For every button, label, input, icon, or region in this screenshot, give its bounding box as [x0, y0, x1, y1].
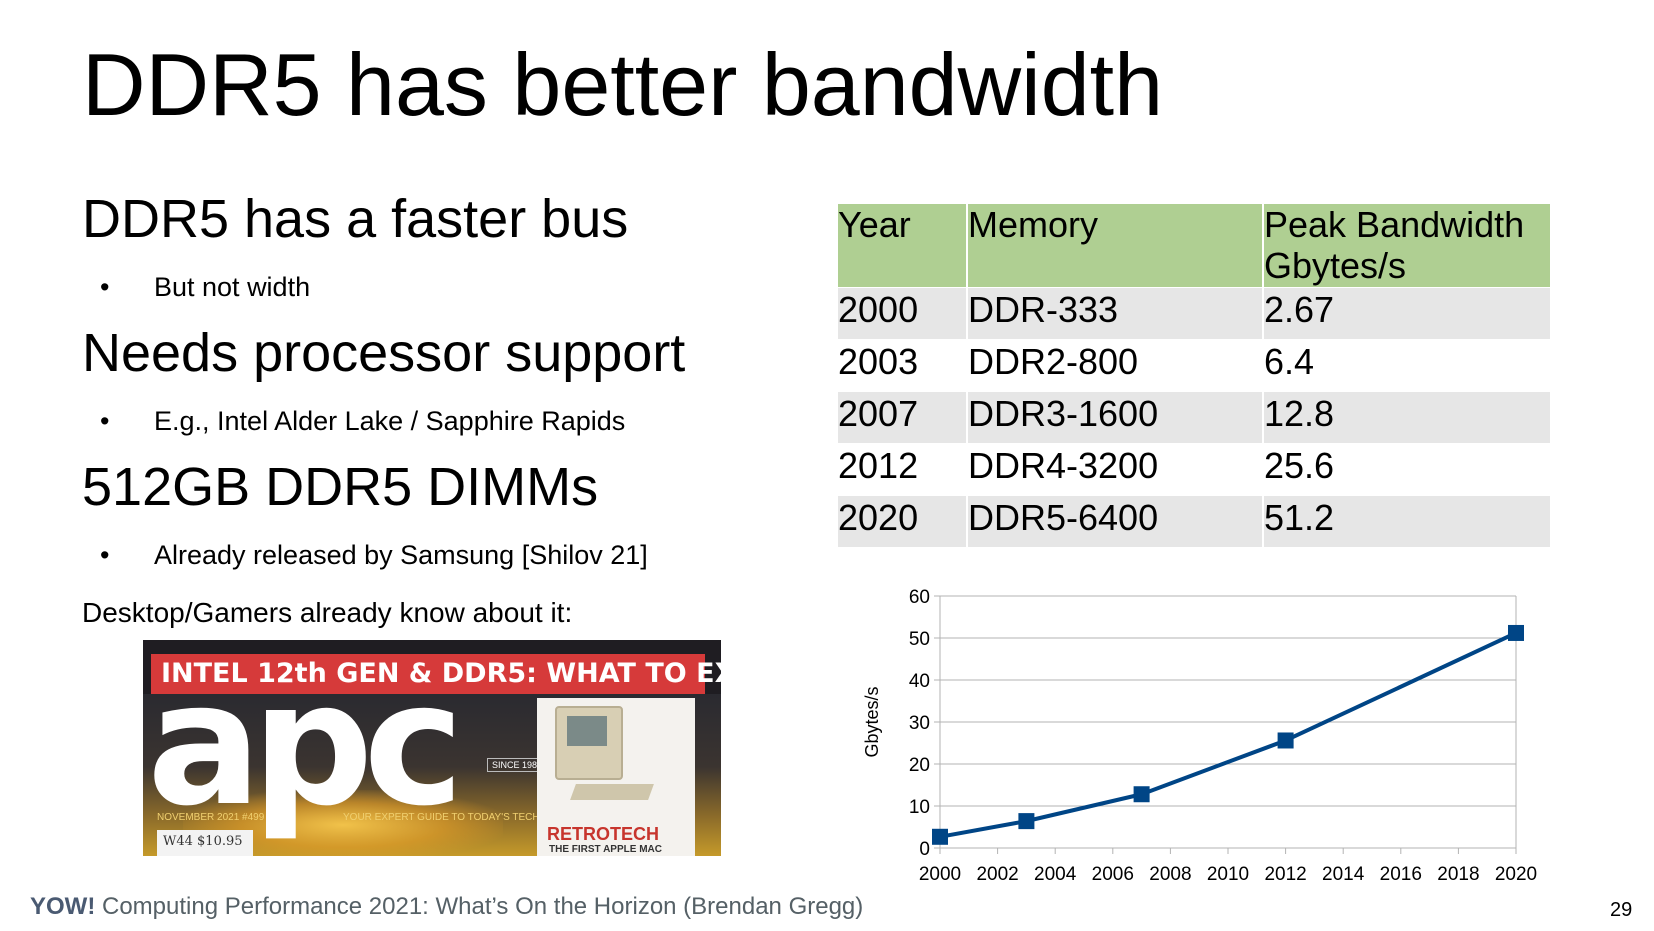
data-point-marker [1277, 732, 1294, 749]
x-tick-label: 2020 [1495, 864, 1537, 885]
bullet-text: But not width [154, 272, 311, 302]
x-tick-label: 2000 [919, 864, 961, 885]
magazine-cover-image: apc INTEL 12th GEN & DDR5: WHAT TO EXPEC… [143, 640, 721, 856]
x-tick-label: 2012 [1264, 864, 1306, 885]
cell-year: 2003 [838, 339, 968, 392]
cell-memory: DDR-333 [967, 287, 1264, 340]
y-tick-label: 30 [909, 713, 930, 734]
bullet-dot: • [100, 540, 110, 570]
x-tick-label: 2014 [1322, 864, 1365, 885]
x-tick-label: 2002 [976, 864, 1018, 885]
slide-title: DDR5 has better bandwidth [82, 35, 1164, 134]
cell-year: 2020 [838, 495, 968, 548]
y-tick-label: 40 [909, 671, 930, 692]
x-tick-label: 2010 [1207, 864, 1249, 885]
heading-faster-bus: DDR5 has a faster bus [82, 189, 629, 249]
mac-screen [567, 716, 607, 746]
table-row: 2007 DDR3-1600 12.8 [838, 391, 1550, 444]
data-point-marker [932, 828, 948, 845]
cell-year: 2000 [838, 287, 968, 340]
cell-memory: DDR4-3200 [967, 443, 1264, 496]
x-tick-label: 2004 [1034, 864, 1077, 885]
header-peak-bandwidth: Peak Bandwidth Gbytes/s [1263, 204, 1550, 288]
bullet-samsung: • Already released by Samsung [Shilov 21] [100, 538, 648, 572]
header-year: Year [838, 204, 968, 288]
cell-memory: DDR2-800 [967, 339, 1264, 392]
cell-memory: DDR5-6400 [967, 495, 1264, 548]
mac-computer-icon [555, 706, 623, 780]
cell-memory: DDR3-1600 [967, 391, 1264, 444]
data-point-marker [1018, 813, 1035, 830]
magazine-retrotech-panel: RETROTECH THE FIRST APPLE MAC [537, 698, 695, 856]
magazine-issue: NOVEMBER 2021 #499 [157, 812, 265, 823]
magazine-price-tag: W44 $10.95 [157, 830, 253, 856]
data-point-marker [1133, 786, 1150, 803]
data-point-marker [1508, 624, 1524, 641]
cell-year: 2012 [838, 443, 968, 496]
y-tick-label: 10 [909, 797, 930, 818]
footer: YOW! Computing Performance 2021: What’s … [30, 893, 863, 921]
table-row: 2003 DDR2-800 6.4 [838, 339, 1550, 392]
header-memory: Memory [967, 204, 1264, 288]
y-tick-label: 20 [909, 755, 930, 776]
table-row: 2020 DDR5-6400 51.2 [838, 495, 1550, 548]
heading-512gb-dimms: 512GB DDR5 DIMMs [82, 457, 599, 517]
table-header-row: Year Memory Peak Bandwidth Gbytes/s [838, 204, 1550, 288]
cell-bandwidth: 12.8 [1263, 391, 1550, 444]
table-row: 2012 DDR4-3200 25.6 [838, 443, 1550, 496]
bullet-text: E.g., Intel Alder Lake / Sapphire Rapids [154, 406, 626, 436]
cell-year: 2007 [838, 391, 968, 444]
x-tick-label: 2006 [1092, 864, 1134, 885]
magazine-retrotech-label: RETROTECH [547, 824, 659, 844]
x-tick-label: 2008 [1149, 864, 1191, 885]
heading-processor-support: Needs processor support [82, 323, 686, 383]
footer-brand: YOW! [30, 893, 96, 920]
table-row: 2000 DDR-333 2.67 [838, 287, 1550, 340]
bandwidth-line-chart: 0 10 20 30 40 50 60 2000 2002 2004 2006 2008 2010 201… [862, 587, 1537, 885]
magazine-retrotech-sub: THE FIRST APPLE MAC [549, 844, 662, 855]
y-tick-label: 50 [909, 629, 930, 650]
mac-keyboard-icon [570, 784, 654, 800]
cell-bandwidth: 6.4 [1264, 341, 1315, 382]
x-tick-label: 2018 [1437, 864, 1479, 885]
magazine-guide: YOUR EXPERT GUIDE TO TODAY'S TECH [343, 812, 540, 823]
bullet-dot: • [100, 272, 110, 302]
y-tick-label: 0 [919, 839, 930, 860]
bullet-dot: • [100, 406, 110, 436]
cell-bandwidth: 2.67 [1263, 287, 1550, 340]
bullet-not-width: • But not width [100, 270, 310, 304]
bullet-text: Already released by Samsung [Shilov 21] [154, 540, 648, 570]
x-tick-label: 2016 [1380, 864, 1422, 885]
cell-bandwidth: 25.6 [1264, 445, 1335, 486]
bullet-intel-support: • E.g., Intel Alder Lake / Sapphire Rapid… [100, 404, 625, 438]
footer-text: Computing Performance 2021: What’s On th… [95, 893, 864, 920]
y-axis-label: Gbytes/s [862, 686, 882, 757]
cell-bandwidth: 51.2 [1263, 495, 1550, 548]
y-tick-label: 60 [909, 587, 930, 608]
page-number: 29 [1610, 899, 1633, 921]
desktop-note: Desktop/Gamers already know about it: [82, 597, 573, 628]
bandwidth-table: Year Memory Peak Bandwidth Gbytes/s 2000… [838, 204, 1550, 548]
magazine-banner: INTEL 12th GEN & DDR5: WHAT TO EXPECT [151, 654, 721, 694]
